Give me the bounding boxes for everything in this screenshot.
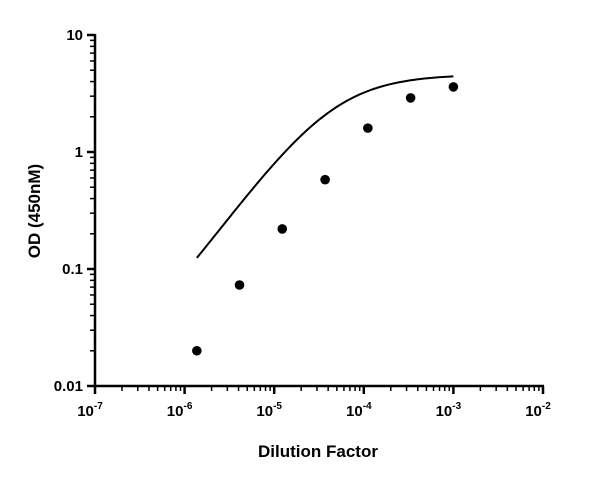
x-tick-base: 10 <box>167 403 184 420</box>
x-tick-labels: 10-7 10-6 10-5 10-4 10-3 10-2 <box>77 401 551 420</box>
x-tick-label: 10-2 <box>525 401 551 420</box>
x-tick-label: 10-4 <box>346 401 372 420</box>
y-tick-labels: 0.01 0.1 1 10 <box>54 27 83 395</box>
y-tick-label: 1 <box>75 144 83 161</box>
x-axis-title: Dilution Factor <box>258 442 378 461</box>
x-tick-exponent: -4 <box>363 401 372 412</box>
y-axis-title: OD (450nM) <box>25 164 44 258</box>
fit-curve <box>196 75 454 259</box>
data-point <box>448 82 459 92</box>
y-tick-label: 10 <box>66 27 83 44</box>
x-tick-exponent: -6 <box>183 401 192 412</box>
x-tick-label: 10-5 <box>256 401 282 420</box>
x-major-ticks <box>93 386 545 394</box>
data-points <box>192 82 459 356</box>
data-point <box>277 224 288 234</box>
y-tick-label: 0.01 <box>54 378 83 395</box>
data-point <box>320 174 330 185</box>
x-tick-exponent: -5 <box>273 401 282 412</box>
x-tick-exponent: -3 <box>452 401 461 412</box>
x-tick-base: 10 <box>256 403 273 420</box>
x-tick-base: 10 <box>525 403 542 420</box>
x-tick-label: 10-7 <box>77 401 103 420</box>
data-point <box>363 123 373 133</box>
y-major-ticks <box>87 33 95 388</box>
y-tick-label: 0.1 <box>62 261 83 278</box>
x-tick-base: 10 <box>77 403 94 420</box>
x-tick-exponent: -2 <box>542 401 551 412</box>
x-tick-label: 10-3 <box>436 401 462 420</box>
data-point <box>405 93 416 103</box>
data-point <box>234 280 245 290</box>
data-point <box>192 345 202 356</box>
x-tick-base: 10 <box>436 403 453 420</box>
x-tick-label: 10-6 <box>167 401 193 420</box>
x-tick-exponent: -7 <box>94 401 103 412</box>
x-tick-base: 10 <box>346 403 363 420</box>
